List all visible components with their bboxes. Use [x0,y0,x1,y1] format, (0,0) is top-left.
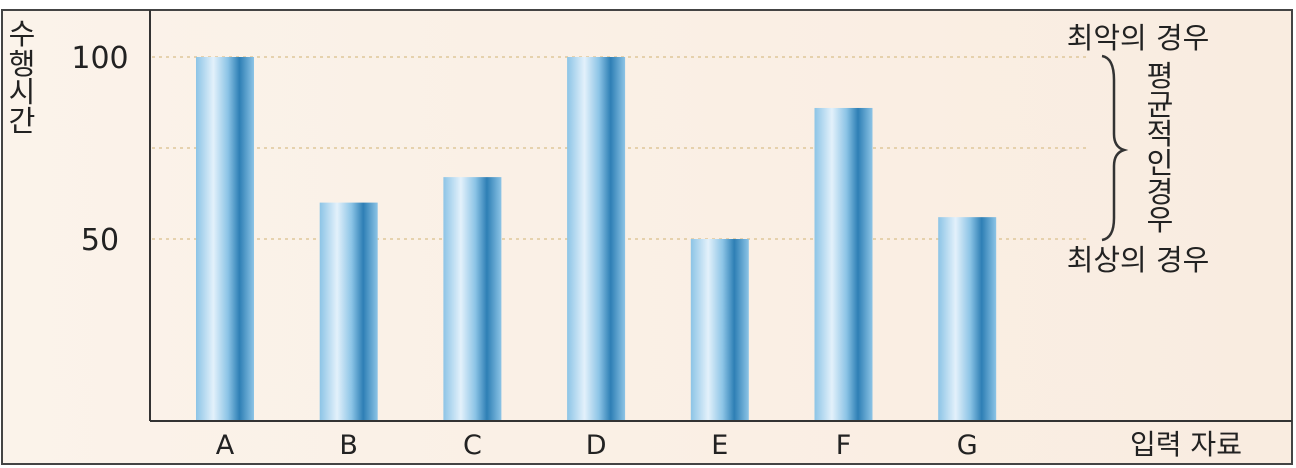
x-tick-label: D [586,430,607,461]
average-brace [1101,54,1129,242]
bar-e [690,239,749,421]
x-axis-label: 입력 자료 [1130,428,1242,461]
annotation-worst-case: 최악의 경우 [1067,21,1210,55]
bar-d [567,57,626,421]
bar-a [196,57,254,421]
y-axis-label-char: 행 [9,47,36,81]
y-tick-label: 100 [71,41,128,76]
y-tick-label: 50 [81,223,119,258]
average-case-char: 균 [1147,88,1174,122]
x-tick-label: C [463,430,482,461]
y-axis-label: 수 행 시 간 [9,17,36,138]
bar-b [319,202,378,421]
average-case-char: 경 [1147,175,1174,209]
average-case-char: 적 [1147,117,1174,151]
bar-f [814,107,873,422]
annotation-best-case: 최상의 경우 [1067,243,1210,277]
average-case-char: 우 [1147,203,1174,237]
y-axis-label-char: 간 [9,104,36,138]
x-tick-label: B [339,430,358,461]
x-tick-labels: A B C D E F G [216,430,978,461]
annotation-average-case: 평 균 적 인 경 우 [1147,59,1174,237]
x-tick-label: F [836,430,852,461]
bar-g [938,217,997,421]
bar-c [443,177,502,421]
y-tick-labels: 50 100 [71,41,128,258]
y-axis-label-char: 시 [9,75,36,109]
bars [196,57,997,422]
x-tick-label: A [216,430,235,461]
average-case-char: 인 [1147,146,1174,180]
x-tick-label: E [711,430,728,461]
average-case-char: 평 [1147,59,1174,93]
chart-frame [1,9,1293,465]
x-tick-label: G [957,430,978,461]
y-axis-label-char: 수 [9,17,36,51]
